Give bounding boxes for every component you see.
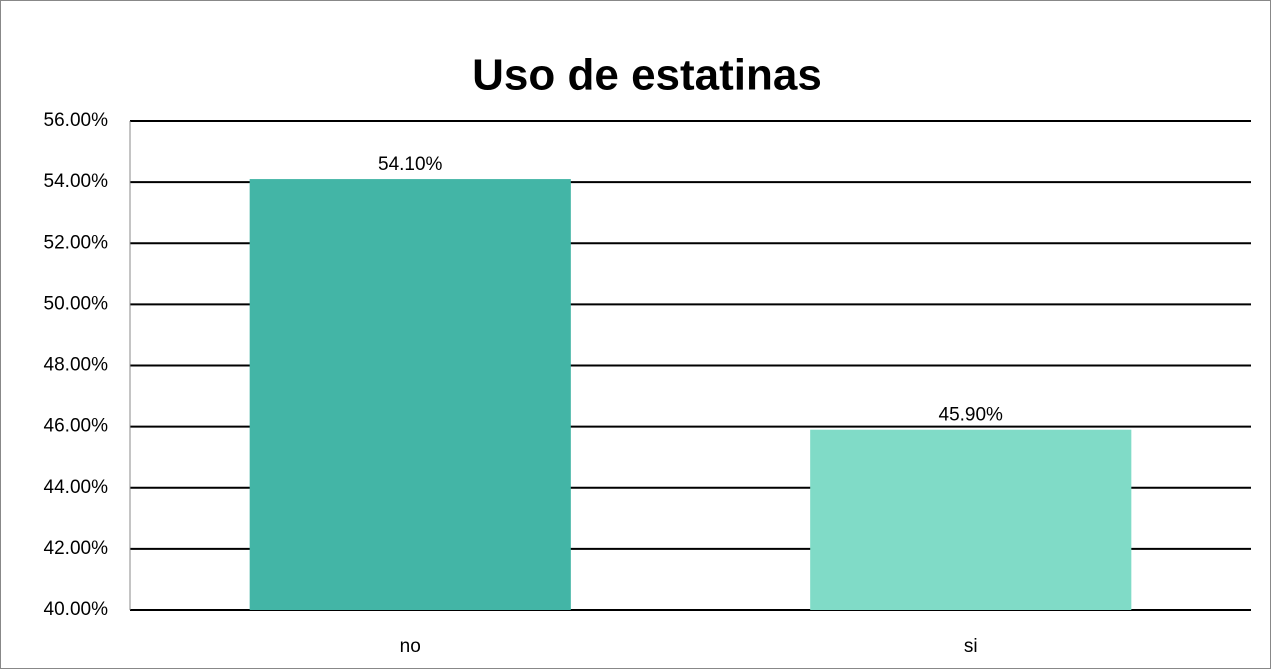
y-tick-label: 54.00% <box>44 171 109 192</box>
y-tick-label: 44.00% <box>44 477 109 498</box>
y-tick-label: 42.00% <box>44 538 109 559</box>
y-tick-label: 50.00% <box>44 293 109 314</box>
bar <box>249 179 571 610</box>
y-tick-label: 40.00% <box>44 599 109 620</box>
y-tick-label: 56.00% <box>44 110 109 131</box>
x-tick-label: no <box>400 636 421 657</box>
x-tick-label: si <box>964 636 978 657</box>
bar <box>810 429 1132 610</box>
y-tick-label: 46.00% <box>44 416 109 437</box>
data-label: 45.90% <box>939 405 1004 426</box>
y-tick-label: 52.00% <box>44 232 109 253</box>
data-label: 54.10% <box>378 154 443 175</box>
chart-title: Uso de estatinas <box>472 51 822 100</box>
y-tick-label: 48.00% <box>44 355 109 376</box>
